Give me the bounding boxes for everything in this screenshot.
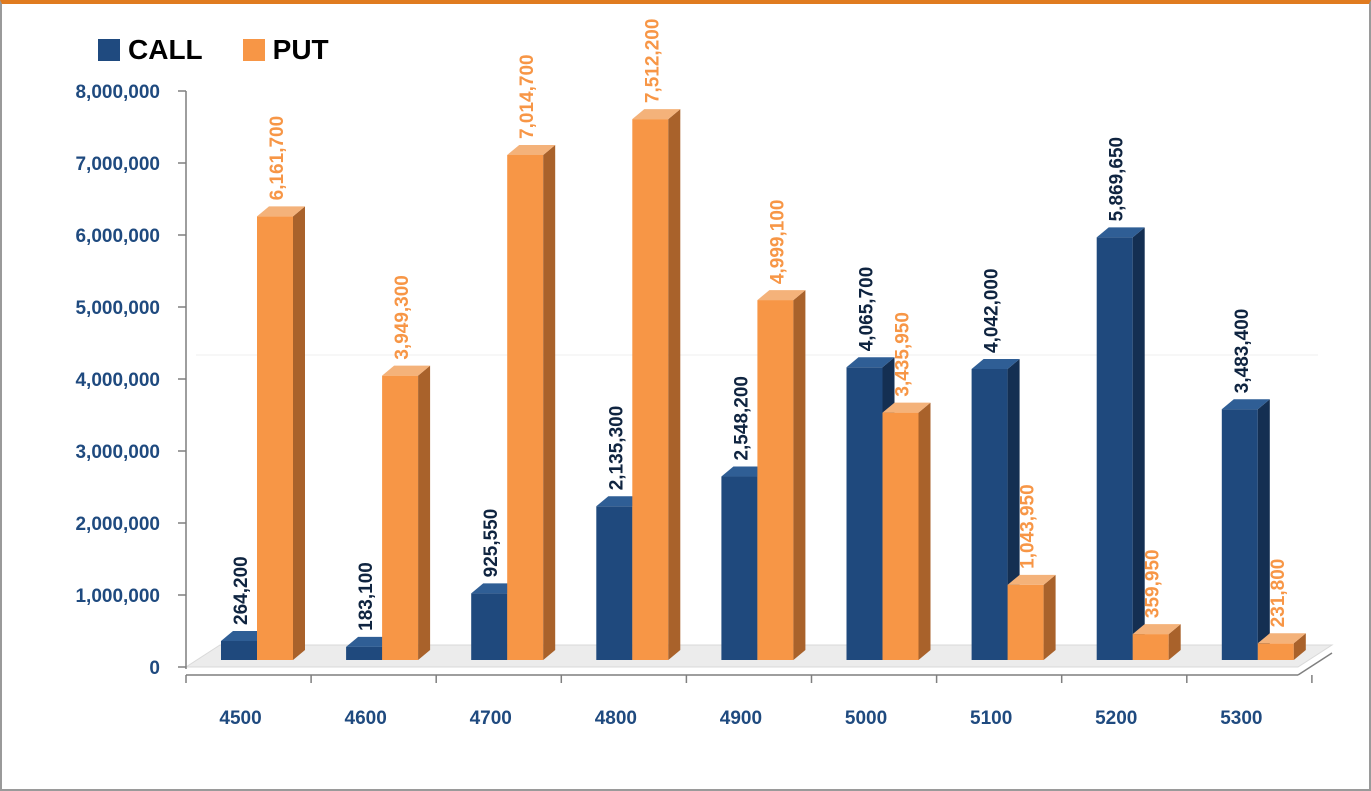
put-bar-top — [1257, 633, 1306, 644]
y-tick-label: 0 — [149, 658, 160, 679]
call-data-label: 925,550 — [481, 509, 502, 578]
x-tick-label: 5300 — [1220, 708, 1262, 729]
put-bar-side — [668, 109, 681, 661]
y-tick-label: 3,000,000 — [75, 442, 160, 463]
call-bar-top — [971, 358, 1020, 369]
legend-item-call: CALL — [98, 34, 203, 66]
y-tick-label: 5,000,000 — [75, 298, 160, 319]
x-tick-label: 5100 — [970, 708, 1012, 729]
put-bar — [632, 119, 669, 661]
put-bar-top — [757, 290, 806, 301]
put-bar-side — [543, 144, 556, 661]
call-bar-top — [846, 357, 895, 368]
put-bar-top — [382, 365, 431, 376]
x-tick-label: 5000 — [845, 708, 887, 729]
call-data-label: 3,483,400 — [1232, 309, 1253, 394]
legend-label-call: CALL — [128, 34, 203, 65]
put-bar-side — [1043, 574, 1056, 660]
put-data-label: 231,800 — [1268, 559, 1289, 628]
x-tick-label: 4600 — [345, 708, 387, 729]
put-bar — [1007, 584, 1044, 660]
call-bar — [971, 368, 1008, 660]
legend-label-put: PUT — [272, 34, 329, 65]
put-data-label: 6,161,700 — [267, 116, 288, 201]
call-bar-side — [1132, 227, 1145, 660]
chart-legend: CALL PUT — [98, 34, 329, 66]
put-bar-side — [1168, 624, 1181, 660]
x-axis-depth-line — [1297, 652, 1333, 676]
call-bar — [471, 593, 508, 660]
put-bar — [382, 375, 419, 660]
put-bar-top — [507, 144, 556, 155]
put-bar-side — [418, 365, 431, 660]
call-bar — [846, 367, 883, 660]
put-bar-side — [793, 290, 806, 660]
put-bar — [507, 154, 544, 661]
call-bar — [721, 476, 758, 660]
call-bar-top — [1096, 227, 1145, 238]
put-bar — [757, 300, 794, 660]
put-bar-top — [1132, 624, 1181, 635]
x-tick-label: 4900 — [720, 708, 762, 729]
put-bar — [882, 412, 919, 660]
put-bar-top — [257, 206, 305, 217]
y-tick-label: 7,000,000 — [75, 154, 160, 175]
call-data-label: 4,042,000 — [982, 268, 1003, 353]
call-bar — [346, 646, 383, 660]
put-data-label: 1,043,950 — [1018, 484, 1039, 569]
put-bar-top — [1007, 574, 1056, 585]
x-tick-label: 4700 — [470, 708, 512, 729]
y-tick-label: 4,000,000 — [75, 370, 160, 391]
call-bar-side — [1257, 399, 1270, 660]
y-tick-label: 1,000,000 — [75, 586, 160, 607]
call-bar — [221, 640, 257, 660]
call-data-label: 2,548,200 — [731, 376, 752, 461]
put-data-label: 7,014,700 — [517, 54, 538, 139]
legend-item-put: PUT — [242, 34, 329, 66]
put-data-label: 359,950 — [1143, 549, 1164, 618]
x-tick-label: 5200 — [1095, 708, 1137, 729]
put-data-label: 4,999,100 — [767, 200, 788, 285]
put-bar — [257, 216, 293, 660]
x-tick-label: 4800 — [595, 708, 637, 729]
call-data-label: 4,065,700 — [857, 267, 878, 352]
y-tick-label: 6,000,000 — [75, 226, 160, 247]
y-tick-label: 2,000,000 — [75, 514, 160, 535]
legend-swatch-call — [98, 39, 120, 61]
call-data-label: 5,869,650 — [1107, 137, 1128, 222]
y-tick-label: 8,000,000 — [75, 82, 160, 103]
call-data-label: 183,100 — [356, 562, 377, 631]
call-bar — [1096, 237, 1133, 660]
put-data-label: 3,435,950 — [893, 312, 914, 397]
legend-swatch-put — [242, 39, 265, 61]
put-bar-side — [293, 206, 305, 660]
call-bar — [1221, 409, 1258, 660]
put-bar-side — [918, 402, 931, 660]
call-bar-top — [1221, 399, 1270, 410]
put-bar-top — [882, 402, 931, 413]
put-data-label: 3,949,300 — [392, 275, 413, 360]
put-bar — [1132, 634, 1169, 660]
call-data-label: 2,135,300 — [606, 406, 627, 491]
put-data-label: 7,512,200 — [642, 19, 663, 104]
x-tick-label: 4500 — [219, 708, 261, 729]
call-data-label: 264,200 — [231, 556, 252, 625]
put-bar-side — [1293, 633, 1306, 660]
put-bar-top — [632, 109, 681, 120]
call-bar — [596, 506, 633, 660]
put-bar — [1257, 643, 1294, 660]
